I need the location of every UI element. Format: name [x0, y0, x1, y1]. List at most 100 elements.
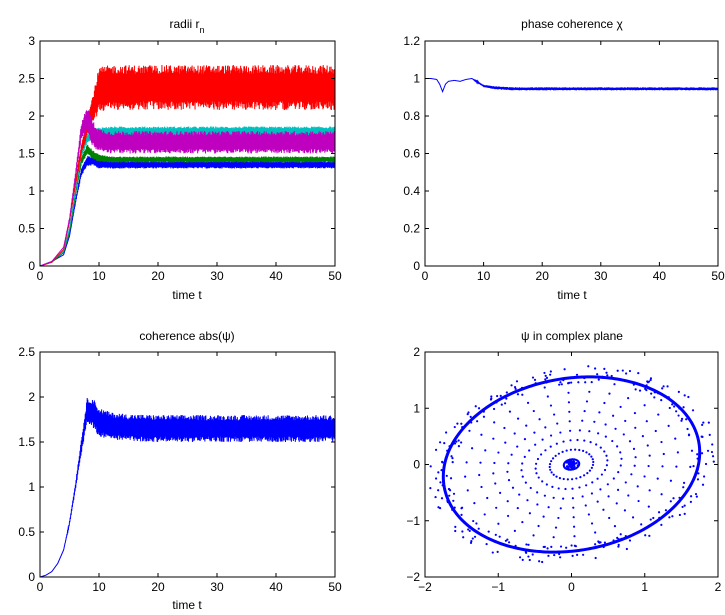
- scatter-point: [632, 447, 636, 451]
- scatter-point: [506, 500, 509, 503]
- scatter-point: [567, 382, 570, 385]
- scatter-point: [497, 522, 500, 525]
- scatter-point: [518, 556, 522, 559]
- scatter-point: [489, 398, 493, 401]
- scatter-point: [548, 462, 552, 466]
- scatter-point: [558, 476, 562, 480]
- x-tick-label: 30: [594, 269, 608, 283]
- scatter-point: [520, 386, 524, 389]
- scatter-point: [570, 465, 573, 469]
- scatter-point: [478, 473, 481, 477]
- scatter-point: [594, 543, 597, 546]
- scatter-point: [571, 554, 574, 557]
- scatter-point: [695, 495, 698, 498]
- y-tick-label: 0.5: [18, 222, 35, 236]
- scatter-point: [556, 422, 559, 425]
- x-tick-label: 40: [269, 269, 283, 283]
- y-tick-label: 1: [413, 401, 420, 415]
- scatter-point: [694, 492, 698, 496]
- scatter-point: [445, 474, 448, 477]
- y-tick-label: 2.5: [18, 72, 35, 86]
- scatter-point: [597, 540, 600, 543]
- scatter-point: [507, 462, 510, 465]
- scatter-point: [437, 506, 440, 509]
- scatter-point: [473, 502, 476, 505]
- scatter-point: [547, 506, 550, 509]
- scatter-point: [558, 383, 561, 386]
- scatter-point: [499, 491, 502, 494]
- scatter-point: [624, 481, 627, 484]
- scatter-point: [461, 530, 464, 533]
- y-tick-label: 0: [28, 570, 35, 584]
- x-tick-label: 10: [92, 269, 106, 283]
- scatter-point: [559, 381, 562, 384]
- scatter-point: [678, 496, 681, 499]
- scatter-point: [583, 474, 586, 477]
- scatter-point: [434, 495, 437, 499]
- scatter-point: [438, 441, 442, 444]
- scatter-point: [558, 552, 561, 556]
- scatter-point: [696, 468, 699, 471]
- y-tick-label: 2: [413, 345, 420, 359]
- scatter-point: [506, 470, 509, 473]
- scatter-point: [550, 545, 553, 548]
- scatter-point: [541, 560, 544, 564]
- scatter-point: [649, 518, 652, 521]
- scatter-point: [662, 452, 665, 456]
- scatter-point: [576, 464, 580, 467]
- y-tick-label: 0.6: [403, 147, 420, 161]
- scatter-point: [533, 431, 536, 434]
- scatter-point: [537, 476, 540, 479]
- scatter-point: [475, 522, 478, 525]
- scatter-point: [680, 417, 684, 421]
- scatter-point: [683, 504, 686, 507]
- scatter-point: [549, 445, 552, 448]
- scatter-point: [514, 544, 517, 548]
- scatter-point: [587, 365, 590, 368]
- scatter-point: [540, 453, 543, 456]
- scatter-point: [588, 430, 591, 433]
- scatter-point: [572, 460, 576, 463]
- scatter-point: [575, 373, 579, 376]
- scatter-point: [637, 372, 640, 375]
- scatter-point: [606, 459, 609, 462]
- x-tick-label: 1: [641, 580, 648, 594]
- scatter-point: [628, 539, 632, 542]
- scatter-point: [464, 475, 467, 478]
- scatter-point: [492, 437, 495, 440]
- scatter-point: [672, 497, 675, 500]
- scatter-point: [630, 473, 633, 476]
- scatter-point: [495, 401, 498, 404]
- x-tick-label: 30: [210, 269, 224, 283]
- scatter-point: [504, 539, 507, 542]
- scatter-point: [521, 462, 524, 465]
- scatter-point: [562, 379, 565, 382]
- scatter-point: [546, 395, 549, 398]
- scatter-point: [434, 477, 438, 480]
- scatter-point: [633, 411, 637, 415]
- complex-axes-box: [424, 351, 719, 578]
- scatter-point: [468, 429, 471, 432]
- scatter-point: [521, 520, 524, 524]
- scatter-point: [526, 499, 529, 502]
- scatter-point: [567, 401, 571, 404]
- scatter-point: [606, 483, 609, 486]
- scatter-point: [690, 449, 694, 452]
- x-tick-label: 0: [37, 269, 44, 283]
- scatter-point: [445, 431, 448, 434]
- scatter-point: [603, 450, 606, 453]
- scatter-point: [507, 478, 511, 482]
- scatter-point: [710, 450, 714, 454]
- scatter-point: [455, 440, 458, 443]
- scatter-point: [647, 464, 650, 468]
- scatter-point: [697, 472, 700, 475]
- scatter-point: [567, 391, 570, 394]
- scatter-point: [466, 489, 469, 492]
- scatter-point: [671, 515, 674, 518]
- scatter-point: [492, 472, 495, 475]
- scatter-point: [545, 376, 549, 379]
- scatter-point: [510, 453, 513, 456]
- scatter-point: [686, 427, 689, 431]
- scatter-point: [521, 475, 524, 478]
- scatter-point: [568, 459, 571, 462]
